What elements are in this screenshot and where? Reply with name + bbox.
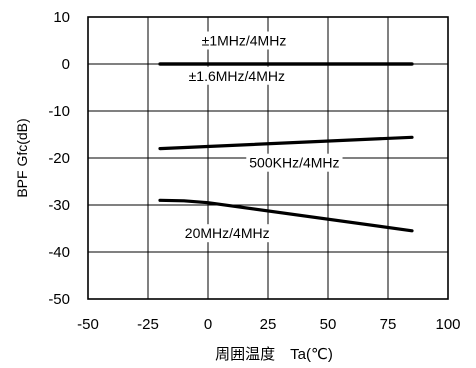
y-tick-label: 10 — [53, 9, 70, 26]
x-axis-label: 周囲温度 Ta(℃) — [215, 346, 333, 363]
y-tick-label: -10 — [48, 103, 70, 120]
series-annotation-label: 20MHz/4MHz — [185, 225, 270, 241]
series-annotation-label: 500KHz/4MHz — [249, 155, 339, 171]
x-tick-label: 100 — [435, 316, 460, 333]
y-tick-label: -40 — [48, 244, 70, 261]
y-tick-label: -50 — [48, 291, 70, 308]
annotation-group: ±1MHz/4MHz ±1.6MHz/4MHz 500KHz/4MHz 20MHz/4… — [181, 31, 343, 243]
plot-area — [87, 16, 449, 300]
y-tick-label: 0 — [62, 56, 70, 73]
y-tick-label: -30 — [48, 197, 70, 214]
series-annotation: ±1MHz/4MHz — [198, 31, 290, 50]
annotation-backing — [198, 31, 290, 50]
series-annotation: ±1.6MHz/4MHz — [185, 66, 288, 85]
series-line-2 — [158, 135, 414, 151]
x-tick-label: 75 — [380, 316, 397, 333]
series-group — [158, 62, 414, 233]
series-line-3 — [158, 198, 414, 233]
annotation-backing — [185, 66, 288, 85]
y-axis: 10 0 -10 -20 -30 -40 -50 — [48, 9, 70, 308]
series-annotation-label: ±1.6MHz/4MHz — [189, 68, 285, 84]
x-tick-label: 25 — [260, 316, 277, 333]
annotation-backing — [181, 224, 273, 243]
x-axis: -50 -25 0 25 50 75 100 — [77, 316, 460, 333]
series-annotation: 500KHz/4MHz — [246, 153, 343, 172]
x-tick-label: -25 — [137, 316, 159, 333]
y-axis-label: BPF Gfc(dB) — [14, 118, 30, 197]
series-annotation: 20MHz/4MHz — [181, 224, 273, 243]
y-tick-label: -20 — [48, 150, 70, 167]
series-annotation-label: ±1MHz/4MHz — [202, 33, 287, 49]
x-tick-label: 0 — [204, 316, 212, 333]
x-tick-label: -50 — [77, 316, 99, 333]
annotation-backing — [246, 153, 343, 172]
x-tick-label: 50 — [320, 316, 337, 333]
